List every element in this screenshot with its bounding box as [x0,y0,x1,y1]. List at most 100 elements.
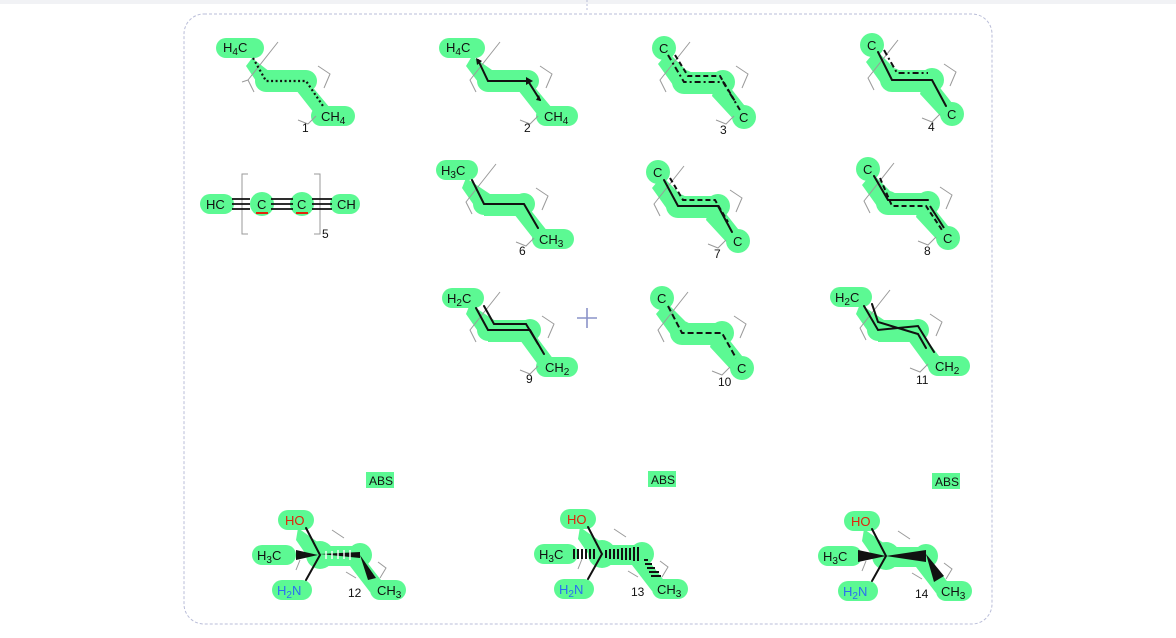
structure-number: 1 [302,121,309,135]
bracket [711,366,731,376]
atom-label-oh: HO [285,513,305,528]
structure-10[interactable]: C C 10 [650,286,754,389]
structure-5[interactable]: HC C C CH 5 [200,173,360,241]
crossed-bond [871,303,927,349]
atom-label-right: C [737,361,746,376]
atom-label: C [297,197,306,212]
arrow-head-icon [476,58,482,65]
structure-8[interactable]: C C 8 [856,157,960,258]
dotted-bond [252,57,324,107]
structure-11[interactable]: H2C CH2 11 [830,287,970,387]
highlight-blob [534,544,578,564]
top-shadow [0,0,1176,4]
dash-dot-bond [883,49,928,74]
abs-label: ABS [935,475,959,489]
highlight-blob [554,579,594,599]
structure-12[interactable]: ABS HO H3C H2N CH3 12 [252,472,406,601]
hash-marks [325,550,351,560]
atom-label-nh: H2N [277,583,301,601]
triple-bond [232,198,332,210]
atom-label-right: CH3 [657,582,682,600]
highlight-blob [290,192,314,216]
atom-label: C [257,197,266,212]
bracket [939,186,953,210]
highlight-blob [216,38,264,58]
bracket [921,113,941,123]
structure-number: 7 [714,247,721,261]
structure-6[interactable]: H3C CH3 6 [436,160,574,258]
highlight-blob [250,192,274,216]
atom-label-oh: HO [851,514,871,529]
highlight-blob [296,528,384,592]
atom-label-right: C [943,231,952,246]
atom-label-left: H3C [441,163,465,181]
crosshair-cursor-icon [577,308,597,328]
structure-number: 8 [924,244,931,258]
bracket [539,65,553,89]
bracket [541,315,555,339]
structure-3[interactable]: C C 3 [652,36,756,137]
single-bond [587,526,604,580]
atom-label-left: H3C [539,547,563,565]
abs-label: ABS [651,473,675,487]
structure-7[interactable]: C C 7 [646,160,750,261]
dash-dot-bond [667,54,741,111]
single-bond [877,51,947,107]
bracket [917,236,937,246]
bracket [733,315,747,339]
bracket [715,115,735,125]
atom-label-right: CH3 [377,583,402,601]
structure-number: 9 [526,372,533,386]
atom-label-left: C [653,165,662,180]
structure-1[interactable]: H4C CH4 1 [216,38,355,135]
atom-label-oh: HO [567,512,587,527]
wedge-bond [886,550,926,562]
structure-4[interactable]: C C 4 [860,33,964,134]
atom-label-right: CH3 [941,584,966,602]
wedge-bond [926,554,944,582]
bracket [657,291,689,343]
wedge-bond [360,555,376,580]
highlight-blob [466,56,552,118]
highlight-blob [830,287,872,307]
structure-9[interactable]: H2C CH2 9 [442,288,578,386]
highlight-blob [818,546,862,566]
single-bond [929,205,945,229]
structure-2[interactable]: H4C CH4 2 [439,38,578,135]
structure-number: 5 [322,227,329,241]
wedge-bond [858,550,886,562]
bracket [465,163,497,215]
atom-label-right: C [733,234,742,249]
wedge-bond [296,550,318,560]
atom-label-right: CH2 [545,360,570,378]
bracket [515,237,535,247]
structure-number: 13 [631,585,645,599]
bracket [577,528,669,578]
bracket [929,313,943,337]
atom-label-right: CH4 [544,109,569,127]
highlight-blob [656,302,746,373]
highlight-blob [466,304,554,370]
atom-label-left: C [659,41,668,56]
highlight-blob [278,510,314,530]
abs-label: ABS [369,474,393,488]
bracket [861,530,953,580]
highlight-blob [652,176,742,246]
atom-label-left: H4C [446,40,470,58]
bracket [519,115,539,125]
abs-highlight [366,472,394,488]
double-bond-line [483,305,539,345]
bracket [729,189,743,213]
atom-label-left: C [867,38,876,53]
bracket [653,165,685,217]
dash-bond [669,177,729,223]
bracket [297,115,317,125]
arrow-head-icon [536,95,541,101]
structure-13[interactable]: ABS HO H3C H2N CH3 13 [534,471,688,600]
atom-label-nh: H2N [559,582,583,600]
bracket [943,63,957,87]
hashed-bond [573,547,661,577]
structure-14[interactable]: ABS HO H3C H2N CH3 14 [818,473,972,602]
